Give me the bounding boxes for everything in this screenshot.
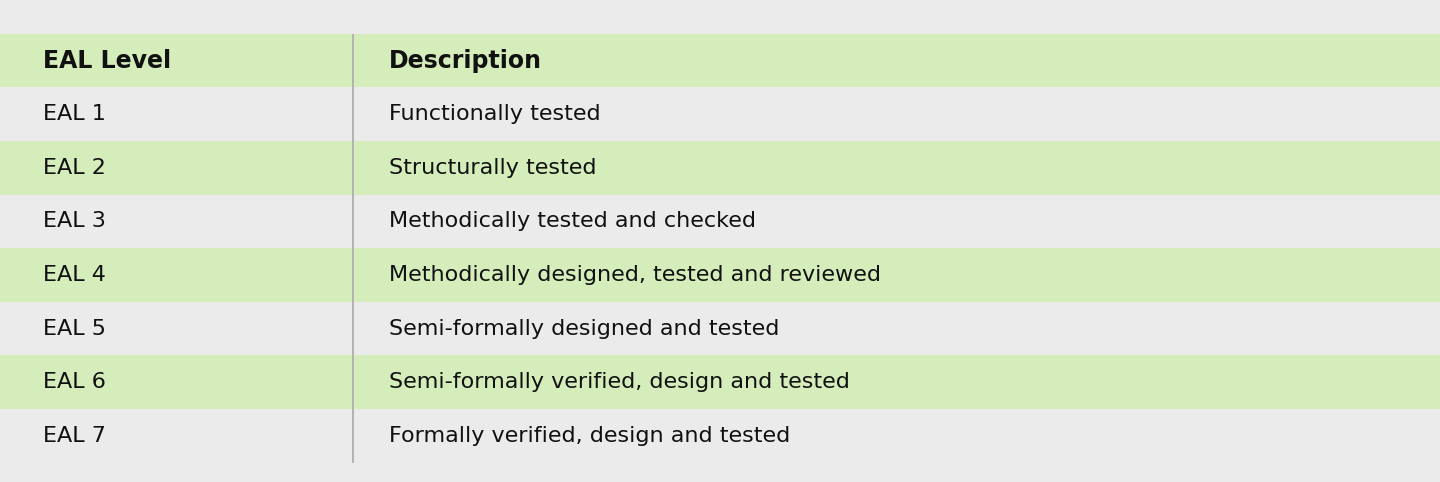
Text: Semi-formally verified, design and tested: Semi-formally verified, design and teste… xyxy=(389,372,850,392)
Text: EAL 3: EAL 3 xyxy=(43,212,107,231)
Bar xyxy=(0,34,1440,87)
Bar xyxy=(0,409,1440,463)
Text: Description: Description xyxy=(389,49,541,73)
Text: Formally verified, design and tested: Formally verified, design and tested xyxy=(389,426,791,446)
Bar xyxy=(0,195,1440,248)
Text: EAL 1: EAL 1 xyxy=(43,104,107,124)
Text: EAL 5: EAL 5 xyxy=(43,319,107,339)
Bar xyxy=(0,355,1440,409)
Bar xyxy=(0,87,1440,141)
Text: Semi-formally designed and tested: Semi-formally designed and tested xyxy=(389,319,779,339)
Text: EAL 2: EAL 2 xyxy=(43,158,107,178)
Text: EAL Level: EAL Level xyxy=(43,49,171,73)
Bar xyxy=(0,302,1440,356)
Bar xyxy=(0,141,1440,195)
Text: EAL 7: EAL 7 xyxy=(43,426,107,446)
Text: EAL 4: EAL 4 xyxy=(43,265,107,285)
Text: Methodically tested and checked: Methodically tested and checked xyxy=(389,212,756,231)
Text: Functionally tested: Functionally tested xyxy=(389,104,600,124)
Bar xyxy=(0,248,1440,302)
Text: EAL 6: EAL 6 xyxy=(43,372,107,392)
Text: Structurally tested: Structurally tested xyxy=(389,158,596,178)
Text: Methodically designed, tested and reviewed: Methodically designed, tested and review… xyxy=(389,265,881,285)
